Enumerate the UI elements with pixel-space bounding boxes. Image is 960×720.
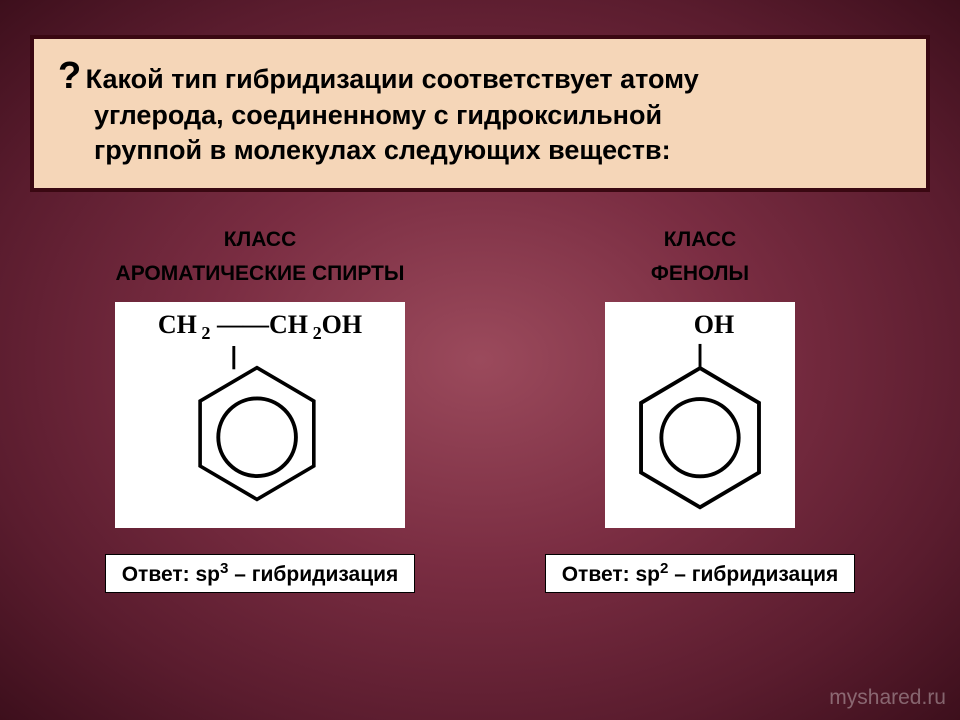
question-line3: группой в молекулах следующих веществ: xyxy=(94,133,902,168)
left-answer-prefix: Ответ: sp xyxy=(122,563,220,586)
left-class-label: КЛАСС xyxy=(224,228,297,252)
left-class-name: АРОМАТИЧЕСКИЕ СПИРТЫ xyxy=(116,262,405,286)
right-class-name: ФЕНОЛЫ xyxy=(651,262,749,286)
column-phenols: КЛАСС ФЕНОЛЫ OH Ответ: sp2 – гибридизаци… xyxy=(500,228,900,593)
left-formula: CH 2 ——CH 2OH xyxy=(158,310,362,344)
right-answer: Ответ: sp2 – гибридизация xyxy=(545,554,856,593)
columns-container: КЛАСС АРОМАТИЧЕСКИЕ СПИРТЫ CH 2 ——CH 2OH… xyxy=(60,228,900,593)
right-structure: OH xyxy=(605,302,795,528)
left-answer: Ответ: sp3 – гибридизация xyxy=(105,554,416,593)
left-answer-suffix: – гибридизация xyxy=(228,563,398,586)
question-mark: ? xyxy=(58,55,81,97)
benzene-ring-icon xyxy=(188,346,333,516)
question-box: ? Какой тип гибридизации соответствует а… xyxy=(30,35,930,192)
right-formula: OH xyxy=(694,310,734,340)
question-line1: Какой тип гибридизации соответствует ато… xyxy=(86,64,699,94)
left-structure: CH 2 ——CH 2OH xyxy=(115,302,405,528)
watermark: myshared.ru xyxy=(829,686,946,710)
column-aromatic-alcohols: КЛАСС АРОМАТИЧЕСКИЕ СПИРТЫ CH 2 ——CH 2OH… xyxy=(60,228,460,593)
question-line2: углерода, соединенному с гидроксильной xyxy=(94,98,902,133)
benzene-ring-icon xyxy=(628,342,773,516)
right-answer-suffix: – гибридизация xyxy=(668,563,838,586)
right-class-label: КЛАСС xyxy=(664,228,737,252)
right-answer-prefix: Ответ: sp xyxy=(562,563,660,586)
